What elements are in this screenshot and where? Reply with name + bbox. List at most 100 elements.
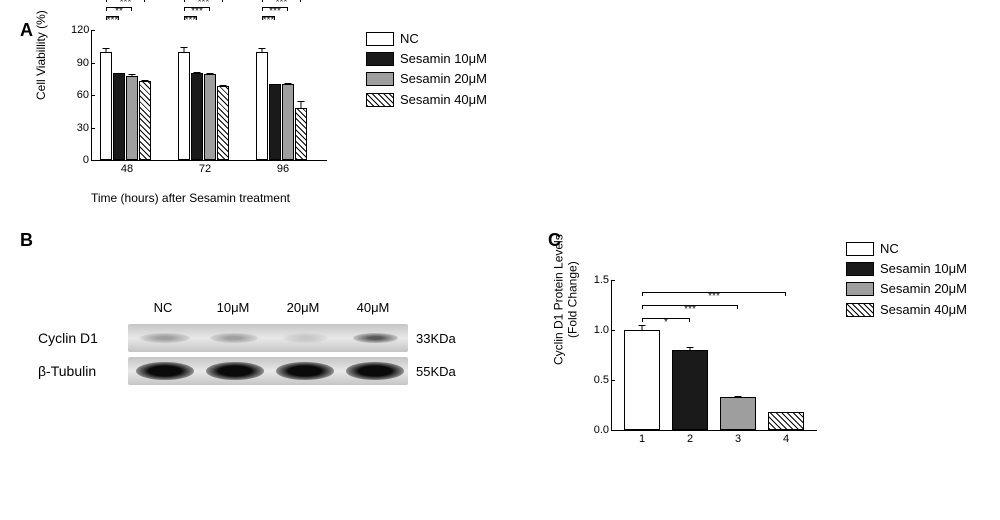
- bar: [269, 84, 281, 160]
- significance-bracket: ***: [106, 16, 119, 24]
- legend-swatch: [846, 282, 874, 296]
- cyclin-d1-chart: Cyclin D1 Protein Levels (Fold Change) 1…: [566, 270, 836, 470]
- blot-row: β-Tubulin 55KDa: [38, 357, 518, 385]
- blot-band: [346, 362, 404, 380]
- blot-strip: [128, 324, 408, 352]
- chart-a-ytick: 120: [71, 24, 89, 36]
- blot-band: [140, 333, 190, 343]
- chart-a-ylabel: Cell Viabillity (%): [34, 10, 48, 100]
- bar: [720, 397, 756, 430]
- blot-strip: [128, 357, 408, 385]
- bar: [178, 52, 190, 160]
- bar: [282, 84, 294, 160]
- bar: [126, 76, 138, 161]
- bar: [672, 350, 708, 430]
- blot-row: Cyclin D1 33KDa: [38, 324, 518, 352]
- bar: [139, 81, 151, 160]
- blot-band: [210, 333, 258, 343]
- blot-band: [283, 333, 328, 343]
- chart-c-xtick: 3: [720, 433, 756, 445]
- bar: [217, 86, 229, 160]
- chart-c-ylabel: Cyclin D1 Protein Levels (Fold Change): [552, 234, 581, 365]
- bar: [768, 412, 804, 430]
- panel-a-legend: NC Sesamin 10μM Sesamin 20μM Sesamin 40μM: [366, 30, 487, 200]
- significance-bracket: *: [642, 318, 690, 326]
- legend-label: NC: [400, 30, 419, 48]
- bar: [295, 108, 307, 160]
- legend-swatch: [846, 262, 874, 276]
- significance-bracket: ***: [262, 16, 275, 24]
- significance-bracket: ***: [642, 292, 786, 300]
- lane-header: 40μM: [338, 300, 408, 315]
- legend-swatch: [366, 72, 394, 86]
- mw-label: 33KDa: [416, 331, 456, 346]
- blot-band: [276, 362, 334, 380]
- chart-c-xtick: 4: [768, 433, 804, 445]
- chart-c-xtick: 2: [672, 433, 708, 445]
- cell-viability-chart: Cell Viabillity (%) 48********72********…: [46, 20, 346, 200]
- panel-b-label: B: [20, 230, 33, 390]
- protein-label: β-Tubulin: [38, 363, 128, 379]
- significance-bracket: ***: [262, 7, 288, 15]
- significance-bracket: ***: [262, 0, 301, 6]
- protein-label: Cyclin D1: [38, 330, 128, 346]
- chart-a-ytick: 0: [71, 154, 89, 166]
- legend-label: Sesamin 10μM: [400, 50, 487, 68]
- bar: [256, 52, 268, 160]
- panel-c-legend: NC Sesamin 10μM Sesamin 20μM Sesamin 40μM: [846, 240, 967, 470]
- legend-label: Sesamin 20μM: [400, 70, 487, 88]
- legend-swatch: [846, 303, 874, 317]
- significance-bracket: ***: [184, 16, 197, 24]
- legend-item: Sesamin 20μM: [846, 280, 967, 298]
- legend-swatch: [366, 52, 394, 66]
- legend-item: Sesamin 40μM: [846, 301, 967, 319]
- legend-label: Sesamin 40μM: [400, 91, 487, 109]
- significance-bracket: **: [106, 7, 132, 15]
- chart-a-xtick: 72: [190, 163, 220, 175]
- legend-item: Sesamin 10μM: [366, 50, 487, 68]
- significance-bracket: ***: [106, 0, 145, 6]
- chart-c-ytick: 1.5: [591, 274, 609, 286]
- legend-swatch: [846, 242, 874, 256]
- lane-header: NC: [128, 300, 198, 315]
- legend-item: Sesamin 40μM: [366, 91, 487, 109]
- chart-a-xtick: 48: [112, 163, 142, 175]
- mw-label: 55KDa: [416, 364, 456, 379]
- panel-a-label: A: [20, 20, 33, 200]
- blot-band: [136, 362, 194, 380]
- chart-c-ytick: 1.0: [591, 324, 609, 336]
- legend-label: NC: [880, 240, 899, 258]
- figure: A Cell Viabillity (%) 48********72******…: [20, 20, 980, 470]
- bar-group: [256, 52, 307, 160]
- legend-swatch: [366, 93, 394, 107]
- legend-item: Sesamin 20μM: [366, 70, 487, 88]
- bar-group: [178, 52, 229, 160]
- bar: [204, 74, 216, 160]
- legend-item: NC: [366, 30, 487, 48]
- panel-a-row: A Cell Viabillity (%) 48********72******…: [20, 20, 980, 200]
- bar: [624, 330, 660, 430]
- chart-a-ytick: 60: [71, 89, 89, 101]
- significance-bracket: ***: [184, 7, 210, 15]
- lane-header: 20μM: [268, 300, 338, 315]
- lane-header: 10μM: [198, 300, 268, 315]
- chart-a-ytick: 30: [71, 122, 89, 134]
- bar: [100, 52, 112, 160]
- legend-swatch: [366, 32, 394, 46]
- blot-band: [353, 333, 398, 343]
- panel-bc-row: B NC10μM20μM40μM Cyclin D133KDaβ-Tubulin…: [20, 230, 980, 470]
- significance-bracket: ***: [642, 305, 738, 313]
- chart-c-ytick: 0.5: [591, 374, 609, 386]
- bar: [113, 73, 125, 160]
- chart-a-xlabel: Time (hours) after Sesamin treatment: [91, 191, 290, 205]
- legend-item: Sesamin 10μM: [846, 260, 967, 278]
- bar: [191, 73, 203, 160]
- chart-c-xtick: 1: [624, 433, 660, 445]
- legend-label: Sesamin 20μM: [880, 280, 967, 298]
- legend-item: NC: [846, 240, 967, 258]
- bar-group: [100, 52, 151, 160]
- legend-label: Sesamin 10μM: [880, 260, 967, 278]
- western-blot: NC10μM20μM40μM Cyclin D1 33KDa β-Tubulin 55…: [38, 270, 518, 390]
- chart-c-ytick: 0.0: [591, 424, 609, 436]
- significance-bracket: ***: [184, 0, 223, 6]
